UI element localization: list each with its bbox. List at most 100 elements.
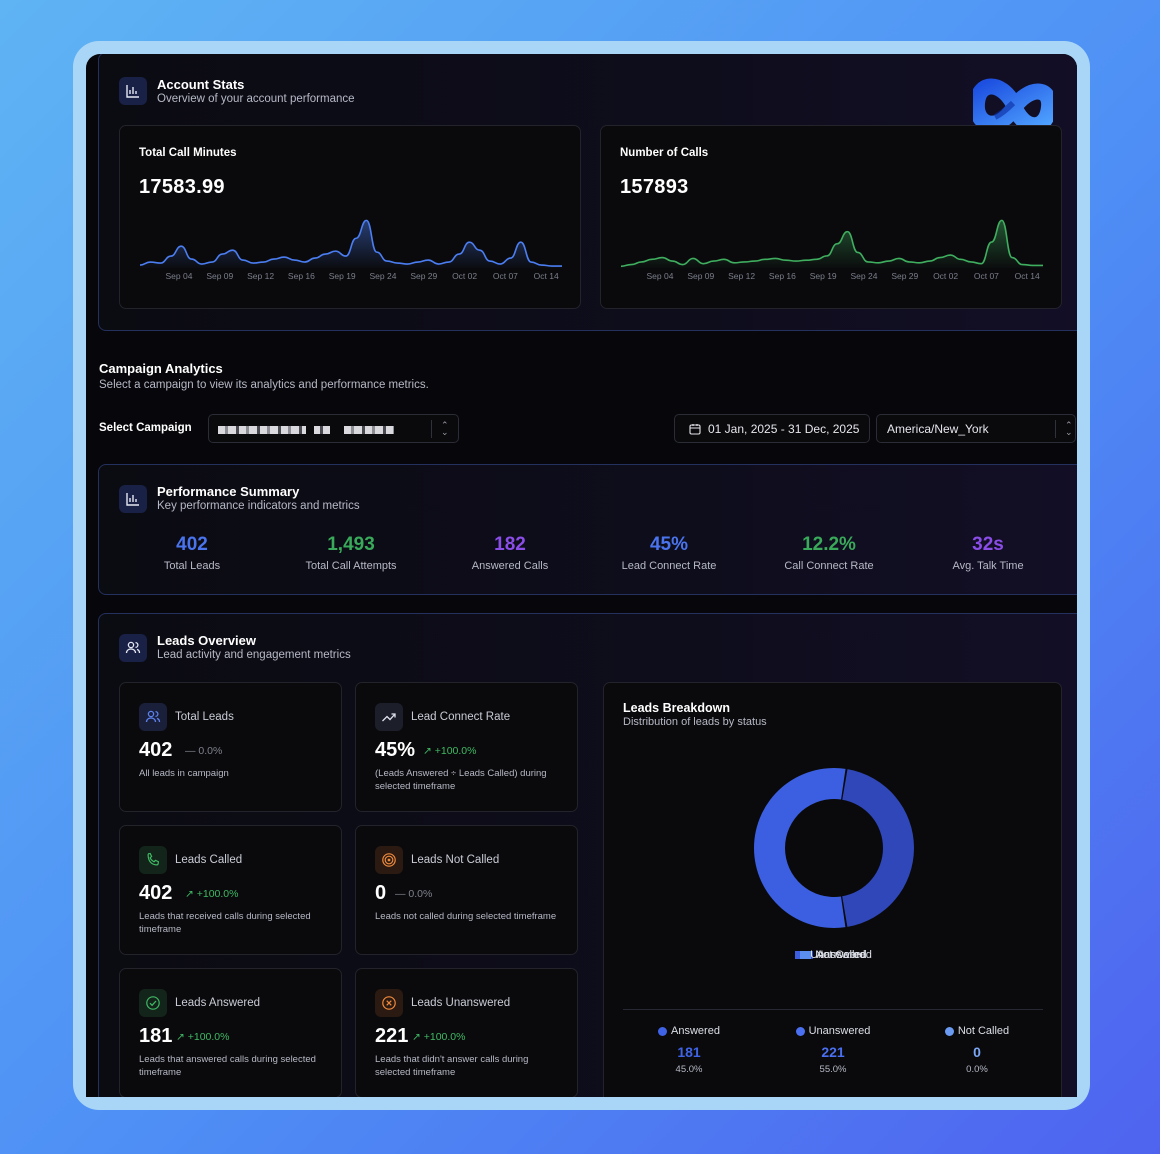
stat-pct: 45.0% — [675, 1064, 703, 1075]
donut-slice-answered[interactable] — [842, 769, 915, 927]
metric-value: 45% — [649, 534, 689, 555]
metric-label: Answered Calls — [471, 560, 549, 572]
phone-icon — [139, 846, 167, 874]
donut-slice-unanswered[interactable] — [754, 768, 846, 928]
card-delta-value: +100.0% — [434, 745, 477, 757]
trend-up-icon — [375, 703, 403, 731]
stat-unanswered: Unanswered 221 55.0% — [768, 1025, 898, 1075]
card-delta-value: 0.0% — [408, 888, 433, 900]
card-desc: (Leads Answered ÷ Leads Called) during s… — [375, 768, 547, 792]
x-tick-label: Oct 07 — [974, 271, 999, 281]
metric-label: Lead Connect Rate — [621, 560, 717, 572]
leads-overview-subtitle: Lead activity and engagement metrics — [157, 649, 351, 661]
breakdown-divider — [623, 1009, 1043, 1010]
dash-icon: — — [185, 745, 199, 757]
stat-pct: 0.0% — [966, 1064, 988, 1075]
card-delta-value: +100.0% — [187, 1031, 230, 1043]
card-desc: All leads in campaign — [139, 768, 229, 779]
call-minutes-label: Total Call Minutes — [139, 147, 237, 159]
card-desc: Leads not called during selected timefra… — [375, 911, 557, 922]
trend-up-icon: ↗ — [412, 1031, 424, 1043]
stat-label: Not Called — [957, 1025, 1010, 1037]
metric-label: Avg. Talk Time — [952, 560, 1024, 572]
brand-logo — [968, 73, 1058, 139]
card-delta: ↗ +100.0% — [185, 888, 238, 900]
campaign-name-redacted — [218, 426, 398, 434]
call-minutes-chart: Sep 04 Sep 09 Sep 12 Sep 16 Sep 19 Sep 24 Sep … — [139, 219, 562, 281]
card-desc: Leads that answered calls during selecte… — [139, 1054, 316, 1078]
stat-value: 0 — [973, 1044, 981, 1060]
leads-donut-chart — [754, 768, 915, 928]
card-delta: ↗ +100.0% — [423, 745, 476, 757]
metric-call-connect-rate: 12.2% Call Connect Rate — [754, 534, 904, 572]
metric-lead-connect-rate: 45% Lead Connect Rate — [594, 534, 744, 572]
legend-label: Not Called — [815, 949, 867, 961]
performance-subtitle: Key performance indicators and metrics — [157, 500, 360, 512]
check-circle-icon — [139, 989, 167, 1017]
users-icon — [119, 634, 147, 662]
call-minutes-card: Total Call Minutes 17583.99 Sep 04 Sep 09… — [119, 125, 581, 309]
legend-label: Answered — [816, 949, 866, 961]
metric-total-leads: 402 Total Leads — [117, 534, 267, 572]
calendar-icon — [689, 423, 701, 435]
performance-title: Performance Summary — [157, 484, 300, 499]
x-tick-label: Oct 14 — [534, 271, 559, 281]
account-stats-title: Account Stats — [157, 77, 245, 92]
metric-value: 1,493 — [327, 534, 375, 555]
x-tick-label: Sep 29 — [891, 271, 918, 281]
stat-label: Unanswered — [808, 1025, 871, 1037]
card-delta: — 0.0% — [395, 888, 432, 900]
date-range-value: 01 Jan, 2025 - 31 Dec, 2025 — [708, 421, 860, 436]
card-title: Leads Not Called — [411, 854, 500, 866]
card-delta: — 0.0% — [185, 745, 222, 757]
users-icon — [139, 703, 167, 731]
card-value: 221 — [375, 1025, 409, 1047]
card-delta-value: 0.0% — [198, 745, 223, 757]
x-tick-label: Sep 16 — [769, 271, 796, 281]
campaign-select[interactable]: ⌃ ⌄ — [208, 414, 459, 443]
stat-not-called: Not Called 0 0.0% — [912, 1025, 1042, 1075]
call-minutes-value: 17583.99 — [139, 176, 225, 198]
chevron-updown-icon: ⌃ ⌄ — [1065, 420, 1073, 437]
stat-label: Answered — [671, 1025, 720, 1037]
trend-up-icon: ↗ — [423, 745, 435, 757]
x-tick-label: Sep 16 — [288, 271, 315, 281]
timezone-select[interactable]: America/New_York ⌃ ⌄ — [876, 414, 1076, 443]
trend-up-icon: ↗ — [176, 1031, 188, 1043]
x-tick-label: Oct 02 — [933, 271, 958, 281]
x-tick-label: Sep 29 — [410, 271, 437, 281]
stat-value: 181 — [677, 1044, 701, 1060]
num-calls-label: Number of Calls — [620, 147, 709, 159]
x-tick-label: Sep 24 — [851, 271, 878, 281]
metric-label: Call Connect Rate — [784, 560, 874, 572]
x-tick-label: Sep 24 — [370, 271, 397, 281]
device-frame: Account Stats Overview of your account p… — [73, 41, 1090, 1110]
x-tick-label: Sep 19 — [329, 271, 356, 281]
x-circle-icon — [375, 989, 403, 1017]
x-tick-label: Sep 12 — [247, 271, 274, 281]
date-range-picker[interactable]: 01 Jan, 2025 - 31 Dec, 2025 — [674, 414, 870, 443]
account-stats-panel: Account Stats Overview of your account p… — [98, 54, 1077, 331]
card-delta-value: +100.0% — [196, 888, 239, 900]
select-divider — [431, 420, 432, 438]
x-tick-label: Sep 04 — [647, 271, 674, 281]
metric-value: 402 — [176, 534, 208, 555]
card-value: 45% — [375, 739, 416, 761]
series-line — [620, 219, 1043, 268]
card-leads-unanswered: Leads Unanswered 221 ↗ +100.0% Leads tha… — [355, 968, 578, 1097]
select-campaign-label: Select Campaign — [99, 422, 192, 434]
card-lead-connect-rate: Lead Connect Rate 45% ↗ +100.0% (Leads A… — [355, 682, 578, 812]
num-calls-value: 157893 — [620, 176, 689, 198]
card-delta-value: +100.0% — [423, 1031, 466, 1043]
x-tick-label: Sep 04 — [166, 271, 193, 281]
card-desc: Leads that didn't answer calls during se… — [375, 1054, 529, 1078]
series-line — [139, 219, 562, 267]
card-desc: Leads that received calls during selecte… — [139, 911, 311, 935]
card-title: Leads Answered — [175, 997, 261, 1009]
card-value: 0 — [375, 882, 387, 904]
x-tick-label: Oct 02 — [452, 271, 477, 281]
legend-not-called: Not Called — [800, 949, 867, 961]
leads-overview-title: Leads Overview — [157, 633, 256, 648]
card-value: 181 — [139, 1025, 173, 1047]
card-leads-answered: Leads Answered 181 ↗ +100.0% Leads that … — [119, 968, 342, 1097]
